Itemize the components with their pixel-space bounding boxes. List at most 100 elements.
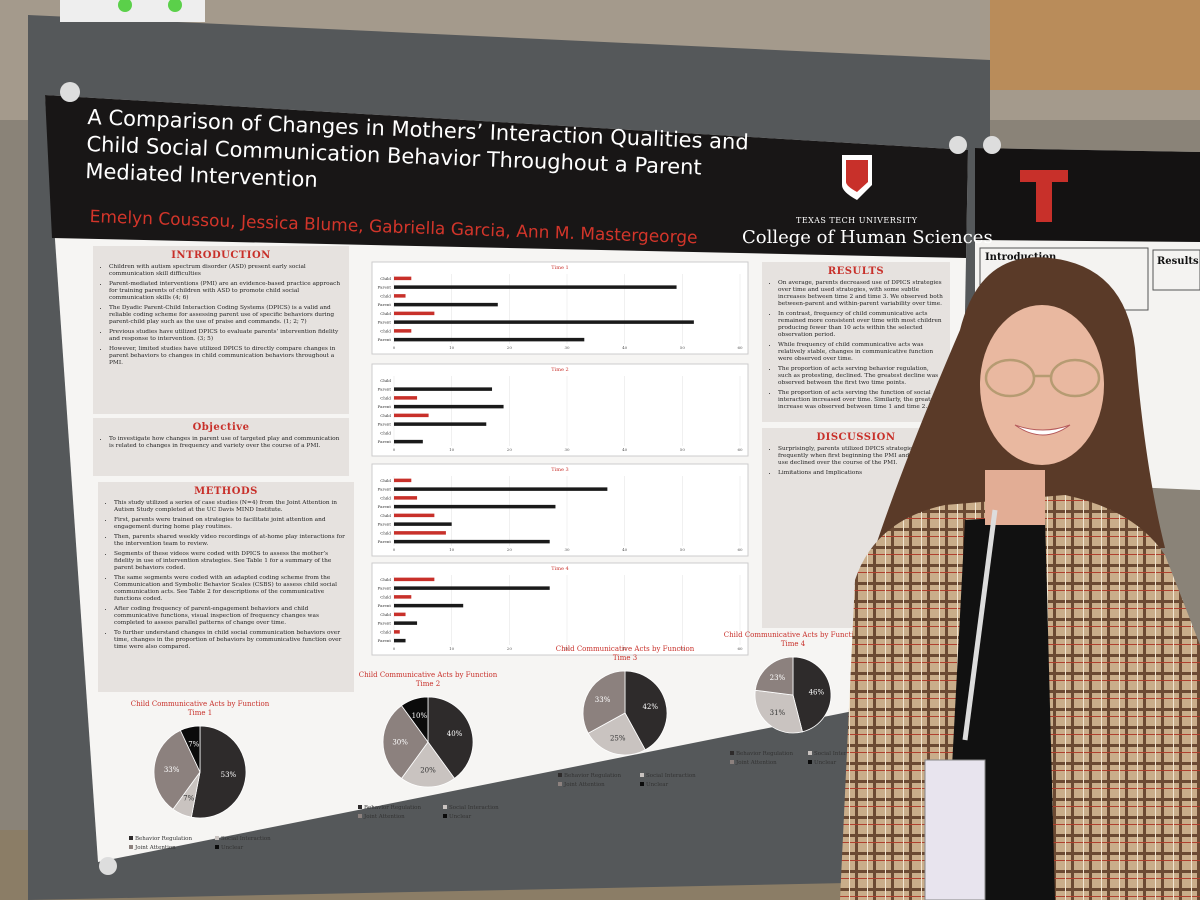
bullet: On average, parents decreased use of DPI… (778, 280, 944, 308)
bullet: Segments of these videos were coded with… (114, 551, 348, 572)
slice-label: 23% (770, 674, 786, 682)
university-name: TEXAS TECH UNIVERSITY (796, 216, 918, 225)
x-tick-label: 60 (737, 447, 743, 452)
sign-dot (118, 0, 132, 12)
category-label: Parent (378, 439, 392, 444)
bar (394, 413, 429, 418)
legend-swatch (215, 836, 219, 840)
category-label: Child (380, 629, 391, 634)
x-tick-label: 40 (622, 547, 628, 552)
legend-label: Joint Attention (363, 814, 405, 820)
bullet-list: Surprisingly, parents utilized DPICS str… (768, 446, 944, 477)
category-label: Parent (378, 586, 392, 591)
chart-title: Time 1 (551, 265, 568, 271)
bar (394, 276, 412, 281)
pie-slice (624, 670, 668, 751)
x-tick-label: 20 (507, 646, 513, 651)
bar (394, 337, 585, 342)
bar (394, 311, 435, 316)
chart-title: Child Communicative Acts by Function (556, 645, 695, 653)
bar (394, 478, 412, 483)
category-label: Parent (378, 387, 392, 392)
x-tick-label: 60 (737, 547, 743, 552)
slice-label: 20% (420, 766, 436, 774)
bar (394, 638, 406, 643)
legend-label: Behavior Regulation (364, 805, 421, 811)
pie-slice (400, 741, 456, 788)
bullet: First, parents were trained on strategie… (114, 517, 348, 531)
pie-slice (427, 696, 474, 779)
bullet-list: This study utilized a series of case stu… (104, 500, 348, 651)
legend-label: Social Interaction (646, 773, 696, 779)
section-heading: METHODS (194, 486, 258, 497)
sign-dot (168, 0, 182, 12)
x-tick-label: 20 (507, 345, 513, 350)
side-heading: Results (1157, 256, 1199, 267)
bar (394, 320, 694, 324)
bullet: Parent-mediated interventions (PMI) are … (109, 281, 343, 302)
bullet: Limitations and Implications (778, 470, 944, 477)
category-label: Child (380, 293, 391, 298)
legend-swatch (808, 760, 812, 764)
bar (394, 586, 550, 590)
bullet: The Dyadic Parent-Child Interaction Codi… (109, 305, 343, 326)
legend-label: Joint Attention (563, 782, 605, 788)
pie-slice (792, 656, 832, 733)
category-label: Child (380, 395, 391, 400)
category-label: Parent (378, 404, 392, 409)
bar (394, 387, 493, 391)
bullet: To further understand changes in child s… (114, 630, 348, 651)
pie-slice (754, 656, 794, 696)
bullet: To investigate how changes in parent use… (109, 436, 343, 450)
bar (394, 422, 487, 426)
bar (394, 621, 418, 625)
lanyard (962, 509, 998, 741)
bar (394, 487, 608, 491)
chart-title: Time 2 (551, 367, 568, 373)
bar (394, 504, 556, 509)
x-tick-label: 60 (737, 345, 743, 350)
slice-label: 33% (164, 766, 180, 774)
legend-swatch (808, 751, 812, 755)
slice-label: 31% (770, 709, 786, 717)
chart-frame (371, 363, 749, 457)
legend-label: Unclear (814, 760, 837, 766)
category-label: Child (380, 577, 391, 582)
bar (394, 439, 423, 444)
bar (394, 285, 677, 289)
section-heading: RESULTS (827, 266, 885, 277)
chart-subtitle: Time 2 (416, 680, 440, 688)
chart-title: Child Communicative Acts by Function (359, 671, 498, 679)
slice-label: 10% (412, 712, 428, 720)
legend-label: Social Interaction (449, 805, 499, 811)
pin (949, 136, 967, 154)
side-heading: Introduction (985, 252, 1057, 263)
x-tick-label: 30 (564, 646, 570, 651)
x-tick-label: 30 (564, 547, 570, 552)
legend-label: Joint Attention (735, 760, 777, 766)
x-tick-label: 60 (737, 646, 743, 651)
legend-label: Social Interaction (814, 751, 864, 757)
x-tick-label: 10 (449, 646, 455, 651)
bar (394, 329, 412, 333)
legend-swatch (215, 845, 219, 849)
category-label: Child (380, 430, 391, 435)
section-heading: Objective (192, 422, 250, 433)
chart-title: Time 3 (551, 467, 568, 473)
legend-swatch (443, 805, 447, 809)
pie-slice (190, 725, 247, 819)
slice-label: 40% (447, 730, 463, 738)
category-label: Child (380, 311, 391, 316)
category-label: Child (380, 378, 391, 383)
x-tick-label: 10 (449, 447, 455, 452)
legend-swatch (558, 782, 562, 786)
chart-title: Child Communicative Acts by Function (131, 700, 270, 708)
glasses (984, 358, 1101, 398)
chart-subtitle: Time 3 (613, 654, 637, 662)
legend-swatch (640, 773, 644, 777)
category-label: Parent (378, 487, 392, 492)
pie-slice (382, 705, 429, 779)
bullet: Children with autism spectrum disorder (… (109, 264, 343, 278)
x-tick-label: 40 (622, 447, 628, 452)
